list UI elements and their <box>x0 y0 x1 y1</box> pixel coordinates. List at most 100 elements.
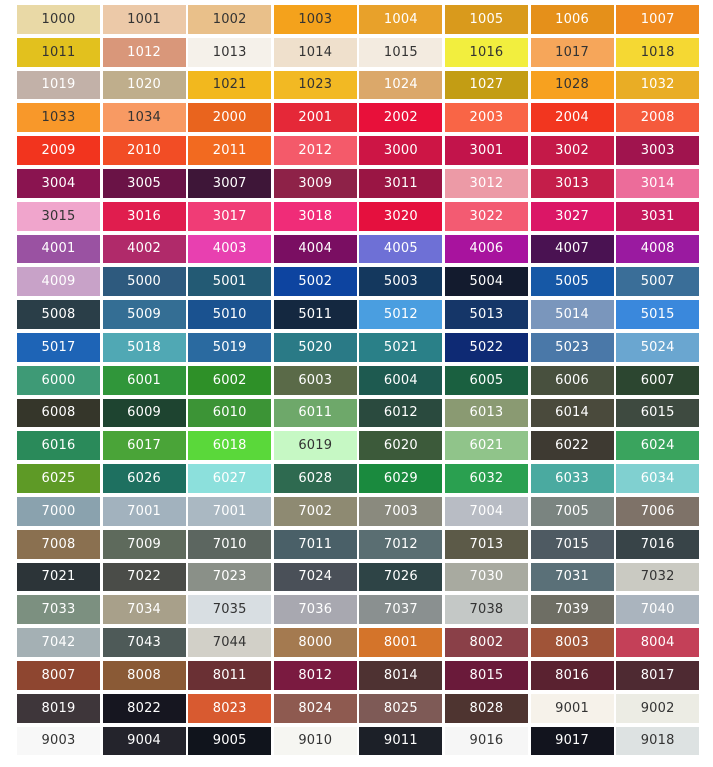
color-swatch-7032[interactable]: 7032 <box>616 562 700 592</box>
color-swatch-7023[interactable]: 7023 <box>188 562 272 592</box>
color-swatch-5021[interactable]: 5021 <box>359 332 443 362</box>
color-swatch-7000[interactable]: 7000 <box>17 496 100 526</box>
color-swatch-5009[interactable]: 5009 <box>102 300 186 329</box>
color-swatch-1027[interactable]: 1027 <box>444 70 528 100</box>
color-swatch-8028[interactable]: 8028 <box>444 693 528 723</box>
color-swatch-3013[interactable]: 3013 <box>530 168 614 198</box>
color-swatch-6005[interactable]: 6005 <box>444 365 528 395</box>
color-swatch-7031[interactable]: 7031 <box>530 562 614 592</box>
color-swatch-3014[interactable]: 3014 <box>616 168 700 198</box>
color-swatch-6002[interactable]: 6002 <box>188 365 272 395</box>
color-swatch-6019[interactable]: 6019 <box>273 431 357 461</box>
color-swatch-1032[interactable]: 1032 <box>616 70 700 100</box>
color-swatch-7012[interactable]: 7012 <box>359 529 443 559</box>
color-swatch-3004[interactable]: 3004 <box>17 168 100 198</box>
color-swatch-6024[interactable]: 6024 <box>616 431 700 461</box>
color-swatch-8019[interactable]: 8019 <box>17 693 100 723</box>
color-swatch-4001[interactable]: 4001 <box>17 234 100 264</box>
color-swatch-2011[interactable]: 2011 <box>188 136 272 165</box>
color-swatch-6008[interactable]: 6008 <box>17 398 100 428</box>
color-swatch-7010[interactable]: 7010 <box>188 529 272 559</box>
color-swatch-4006[interactable]: 4006 <box>444 234 528 264</box>
color-swatch-1005[interactable]: 1005 <box>444 5 528 34</box>
color-swatch-2004[interactable]: 2004 <box>530 103 614 133</box>
color-swatch-8000[interactable]: 8000 <box>273 628 357 657</box>
color-swatch-6029[interactable]: 6029 <box>359 464 443 493</box>
color-swatch-3012[interactable]: 3012 <box>444 168 528 198</box>
color-swatch-3015[interactable]: 3015 <box>17 201 100 231</box>
color-swatch-1020[interactable]: 1020 <box>102 70 186 100</box>
color-swatch-3022[interactable]: 3022 <box>444 201 528 231</box>
color-swatch-5002[interactable]: 5002 <box>273 267 357 297</box>
color-swatch-7001[interactable]: 7001 <box>102 496 186 526</box>
color-swatch-7021[interactable]: 7021 <box>17 562 100 592</box>
color-swatch-2012[interactable]: 2012 <box>273 136 357 165</box>
color-swatch-8022[interactable]: 8022 <box>102 693 186 723</box>
color-swatch-6006[interactable]: 6006 <box>530 365 614 395</box>
color-swatch-6027[interactable]: 6027 <box>188 464 272 493</box>
color-swatch-7036[interactable]: 7036 <box>273 595 357 625</box>
color-swatch-7008[interactable]: 7008 <box>17 529 100 559</box>
color-swatch-3020[interactable]: 3020 <box>359 201 443 231</box>
color-swatch-1001[interactable]: 1001 <box>102 5 186 34</box>
color-swatch-8008[interactable]: 8008 <box>102 660 186 690</box>
color-swatch-7001[interactable]: 7001 <box>188 496 272 526</box>
color-swatch-7043[interactable]: 7043 <box>102 628 186 657</box>
color-swatch-9001[interactable]: 9001 <box>530 693 614 723</box>
color-swatch-5018[interactable]: 5018 <box>102 332 186 362</box>
color-swatch-1018[interactable]: 1018 <box>616 37 700 67</box>
color-swatch-8011[interactable]: 8011 <box>188 660 272 690</box>
color-swatch-6013[interactable]: 6013 <box>444 398 528 428</box>
color-swatch-4009[interactable]: 4009 <box>17 267 100 297</box>
color-swatch-5023[interactable]: 5023 <box>530 332 614 362</box>
color-swatch-1019[interactable]: 1019 <box>17 70 100 100</box>
color-swatch-1015[interactable]: 1015 <box>359 37 443 67</box>
color-swatch-5017[interactable]: 5017 <box>17 332 100 362</box>
color-swatch-2000[interactable]: 2000 <box>188 103 272 133</box>
color-swatch-4003[interactable]: 4003 <box>188 234 272 264</box>
color-swatch-6007[interactable]: 6007 <box>616 365 700 395</box>
color-swatch-8012[interactable]: 8012 <box>273 660 357 690</box>
color-swatch-4005[interactable]: 4005 <box>359 234 443 264</box>
color-swatch-3005[interactable]: 3005 <box>102 168 186 198</box>
color-swatch-9011[interactable]: 9011 <box>359 726 443 756</box>
color-swatch-7039[interactable]: 7039 <box>530 595 614 625</box>
color-swatch-1002[interactable]: 1002 <box>188 5 272 34</box>
color-swatch-7009[interactable]: 7009 <box>102 529 186 559</box>
color-swatch-6012[interactable]: 6012 <box>359 398 443 428</box>
color-swatch-7004[interactable]: 7004 <box>444 496 528 526</box>
color-swatch-9010[interactable]: 9010 <box>273 726 357 756</box>
color-swatch-7044[interactable]: 7044 <box>188 628 272 657</box>
color-swatch-5003[interactable]: 5003 <box>359 267 443 297</box>
color-swatch-6025[interactable]: 6025 <box>17 464 100 493</box>
color-swatch-6016[interactable]: 6016 <box>17 431 100 461</box>
color-swatch-9004[interactable]: 9004 <box>102 726 186 756</box>
color-swatch-2002[interactable]: 2002 <box>359 103 443 133</box>
color-swatch-3009[interactable]: 3009 <box>273 168 357 198</box>
color-swatch-6034[interactable]: 6034 <box>616 464 700 493</box>
color-swatch-5008[interactable]: 5008 <box>17 300 100 329</box>
color-swatch-7003[interactable]: 7003 <box>359 496 443 526</box>
color-swatch-4008[interactable]: 4008 <box>616 234 700 264</box>
color-swatch-5011[interactable]: 5011 <box>273 300 357 329</box>
color-swatch-3017[interactable]: 3017 <box>188 201 272 231</box>
color-swatch-2001[interactable]: 2001 <box>273 103 357 133</box>
color-swatch-5000[interactable]: 5000 <box>102 267 186 297</box>
color-swatch-7022[interactable]: 7022 <box>102 562 186 592</box>
color-swatch-3018[interactable]: 3018 <box>273 201 357 231</box>
color-swatch-9016[interactable]: 9016 <box>444 726 528 756</box>
color-swatch-1016[interactable]: 1016 <box>444 37 528 67</box>
color-swatch-8023[interactable]: 8023 <box>188 693 272 723</box>
color-swatch-8003[interactable]: 8003 <box>530 628 614 657</box>
color-swatch-6001[interactable]: 6001 <box>102 365 186 395</box>
color-swatch-5022[interactable]: 5022 <box>444 332 528 362</box>
color-swatch-6011[interactable]: 6011 <box>273 398 357 428</box>
color-swatch-5013[interactable]: 5013 <box>444 300 528 329</box>
color-swatch-6033[interactable]: 6033 <box>530 464 614 493</box>
color-swatch-6032[interactable]: 6032 <box>444 464 528 493</box>
color-swatch-3031[interactable]: 3031 <box>616 201 700 231</box>
color-swatch-8015[interactable]: 8015 <box>444 660 528 690</box>
color-swatch-2003[interactable]: 2003 <box>444 103 528 133</box>
color-swatch-7042[interactable]: 7042 <box>17 628 100 657</box>
color-swatch-8016[interactable]: 8016 <box>530 660 614 690</box>
